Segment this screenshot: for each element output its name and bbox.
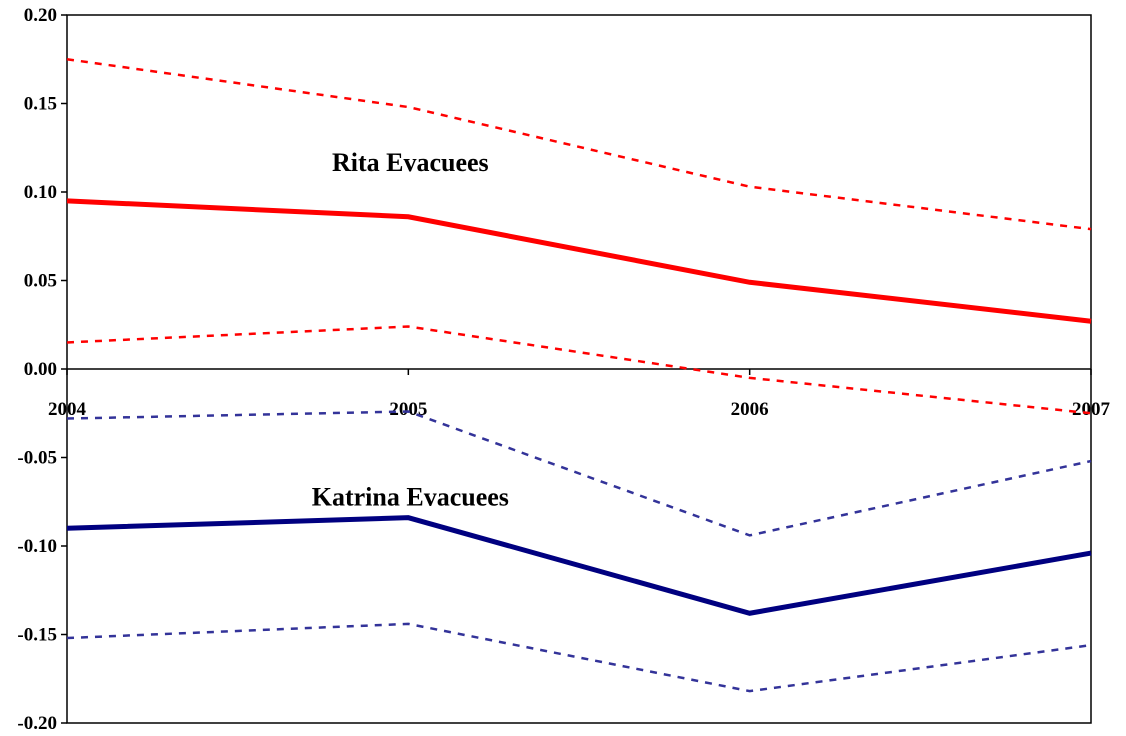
y-tick-label: -0.10 [17, 536, 57, 557]
x-tick-label: 2007 [1072, 399, 1111, 420]
y-tick-label: 0.20 [24, 5, 57, 26]
y-axis: 0.20 0.15 0.10 0.05 0.00 -0.05 -0.10 -0.15 -0.20 [17, 5, 67, 734]
series-line-rita-lower [66, 325, 1092, 415]
y-tick-label: 0.00 [24, 359, 57, 380]
y-tick-label: -0.15 [17, 625, 57, 646]
x-axis: 2004 2005 2006 2007 [48, 368, 1111, 420]
annotation-layer: Rita Evacuees Katrina Evacuees [312, 148, 509, 512]
series-annotation: Katrina Evacuees [312, 482, 509, 511]
y-tick-label: -0.20 [17, 713, 57, 734]
series-line-katrina-lower [66, 622, 1092, 693]
y-tick-label: 0.10 [24, 182, 57, 203]
y-tick-label: 0.05 [24, 271, 57, 292]
y-tick-label: -0.05 [17, 448, 57, 469]
series-line-katrina [66, 515, 1092, 616]
series-line-rita [66, 198, 1092, 324]
x-tick-label: 2004 [48, 399, 87, 420]
x-tick-label: 2006 [731, 399, 769, 420]
series-layer [66, 58, 1092, 693]
series-line-rita-upper [66, 58, 1092, 231]
y-tick-label: 0.15 [24, 94, 57, 115]
series-line-katrina-upper [66, 410, 1092, 537]
series-annotation: Rita Evacuees [332, 148, 489, 177]
